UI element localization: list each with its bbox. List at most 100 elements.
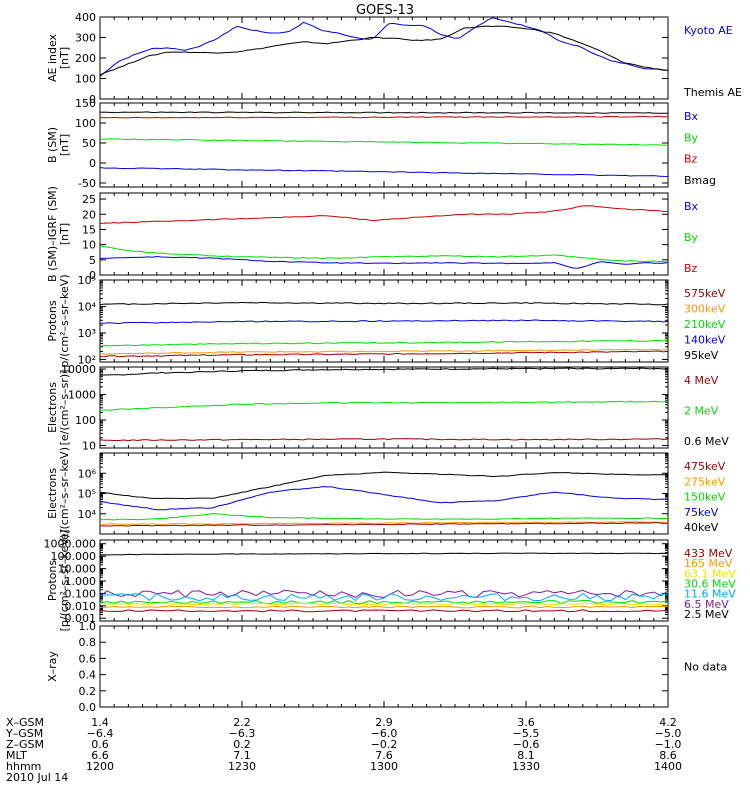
y-tick-label: 100 bbox=[75, 414, 96, 427]
y-tick-label: 15 bbox=[82, 223, 96, 236]
footer-value: −6.4 bbox=[87, 727, 114, 740]
panel-2: -50 0 50 100 150 B (SM)[nT] Bx By Bz Bmag bbox=[46, 97, 716, 190]
legend-label: 150keV bbox=[684, 491, 726, 504]
y-axis-label-line: Electrons bbox=[46, 468, 59, 519]
y-axis-label-line: [nT] bbox=[58, 134, 71, 156]
legend-label: 300keV bbox=[684, 303, 726, 316]
y-axis-label: Electrons[e/(cm²–s–sr)] bbox=[46, 370, 71, 446]
y-tick-label: 1.000 bbox=[65, 575, 97, 588]
footer-value: −6.3 bbox=[229, 727, 256, 740]
footer-value: 1300 bbox=[370, 760, 398, 773]
y-tick-label: 100 bbox=[75, 117, 96, 130]
y-axis-label-line: B (SM)–IGRF (SM) bbox=[46, 186, 59, 282]
legend-label: 11.6 MeV bbox=[684, 588, 736, 601]
panel-1: 0 100 200 300 400 AE index[nT] Kyoto AE Themis … bbox=[46, 11, 742, 106]
series-line-433-mev bbox=[99, 609, 669, 613]
footer-value: 8.1 bbox=[517, 749, 535, 762]
y-tick-label: 20 bbox=[82, 208, 96, 221]
series-line-by bbox=[99, 245, 668, 263]
footer-row-label: 2010 Jul 14 bbox=[6, 771, 68, 784]
legend-label: By bbox=[684, 131, 699, 144]
legend-label: 95keV bbox=[684, 349, 719, 362]
footer-row-label: hhmm bbox=[6, 760, 41, 773]
y-tick-label: 0 bbox=[89, 93, 96, 106]
footer-value: −1.0 bbox=[655, 738, 682, 751]
series-line-30-6-mev bbox=[99, 599, 669, 605]
footer-row-label: X–GSM bbox=[6, 716, 44, 729]
legend-label: 475keV bbox=[684, 460, 726, 473]
legend-label: 30.6 MeV bbox=[684, 578, 736, 591]
y-tick-label: 1000.000 bbox=[44, 538, 97, 551]
y-tick-label: 10² bbox=[78, 353, 96, 366]
footer-value: 1230 bbox=[228, 760, 256, 773]
footer-value: −0.6 bbox=[513, 738, 540, 751]
legend-label: 165 MeV bbox=[684, 557, 733, 570]
y-axis-label-line: [e/(cm²–s–sr)] bbox=[58, 370, 71, 446]
footer-value: 2.9 bbox=[375, 716, 393, 729]
series-line-bz bbox=[99, 115, 669, 119]
series-line-2-mev bbox=[99, 400, 669, 411]
y-tick-label: 0.0 bbox=[79, 701, 97, 714]
legend-label: 275keV bbox=[684, 475, 726, 488]
y-tick-label: 10⁵ bbox=[78, 488, 96, 501]
legend-label: By bbox=[684, 231, 699, 244]
footer-value: 7.1 bbox=[233, 749, 251, 762]
y-axis-label-line: Protons bbox=[46, 300, 59, 341]
series-line-210kev bbox=[99, 339, 669, 347]
footer-row-label: Y–GSM bbox=[5, 727, 43, 740]
y-tick-label: 100.000 bbox=[51, 550, 97, 563]
legend-label: Themis AE bbox=[683, 86, 742, 99]
series-line-40kev bbox=[99, 471, 669, 500]
legend-label: Bx bbox=[684, 110, 699, 123]
series-line-4-mev bbox=[99, 438, 669, 442]
y-tick-label: -50 bbox=[78, 177, 96, 190]
y-tick-label: 10⁴ bbox=[78, 508, 97, 521]
footer-value: 8.6 bbox=[659, 749, 677, 762]
y-tick-label: 0 bbox=[89, 157, 96, 170]
series-line-475kev bbox=[99, 522, 669, 527]
y-axis-label: B (SM)[nT] bbox=[46, 127, 71, 163]
y-axis-label: Protons[p/(cm²–s–sr–keV)] bbox=[46, 530, 71, 632]
series-line-6-5-mev bbox=[99, 589, 669, 599]
footer-value: 4.2 bbox=[659, 716, 677, 729]
legend-label: 0.6 MeV bbox=[684, 435, 729, 448]
legend-label: No data bbox=[684, 661, 727, 674]
series-line-bz bbox=[99, 205, 669, 225]
footer-value: 3.6 bbox=[517, 716, 535, 729]
y-axis-label-line: B (SM) bbox=[46, 127, 59, 163]
legend-label: 2.5 MeV bbox=[684, 608, 729, 621]
footer-value: 1330 bbox=[512, 760, 540, 773]
legend-label: 4 MeV bbox=[684, 374, 719, 387]
y-tick-label: 1000 bbox=[68, 389, 96, 402]
y-tick-label: 10⁶ bbox=[78, 467, 97, 480]
legend-label: 63.1 MeV bbox=[684, 567, 736, 580]
legend-label: 6.5 MeV bbox=[684, 598, 729, 611]
footer-value: 0.6 bbox=[91, 738, 109, 751]
series-line-bmag bbox=[99, 111, 669, 114]
y-axis-label-line: p/(cm²–s–sr–keV) bbox=[58, 274, 71, 367]
footer-value: 1400 bbox=[654, 760, 682, 773]
y-tick-label: 400 bbox=[75, 11, 96, 24]
footer-value: 0.2 bbox=[233, 738, 251, 751]
y-tick-label: 25 bbox=[82, 193, 96, 206]
legend-label: 433 MeV bbox=[684, 547, 733, 560]
footer-value: 6.6 bbox=[91, 749, 109, 762]
legend-label: 40keV bbox=[684, 521, 719, 534]
footer-value: 7.6 bbox=[375, 749, 393, 762]
series-line-kyoto-ae bbox=[99, 17, 669, 77]
y-axis-label-line: X–ray bbox=[46, 651, 59, 682]
y-axis-label-line: Protons bbox=[46, 560, 59, 601]
footer-value: 2.2 bbox=[233, 716, 251, 729]
y-axis-label: Electronse/(cm²–s–sr–keV) bbox=[46, 447, 71, 540]
series-line-2-5-mev bbox=[99, 552, 669, 556]
panel-frame bbox=[99, 16, 669, 100]
series-line-bx bbox=[99, 255, 669, 269]
y-axis-label-line: Electrons bbox=[46, 382, 59, 433]
legend-label: 575keV bbox=[684, 287, 726, 300]
footer-row-label: Z–GSM bbox=[6, 738, 44, 751]
y-tick-label: 10 bbox=[82, 440, 96, 453]
y-axis-label-line: [nT] bbox=[58, 47, 71, 69]
y-tick-label: 10³ bbox=[78, 327, 96, 340]
